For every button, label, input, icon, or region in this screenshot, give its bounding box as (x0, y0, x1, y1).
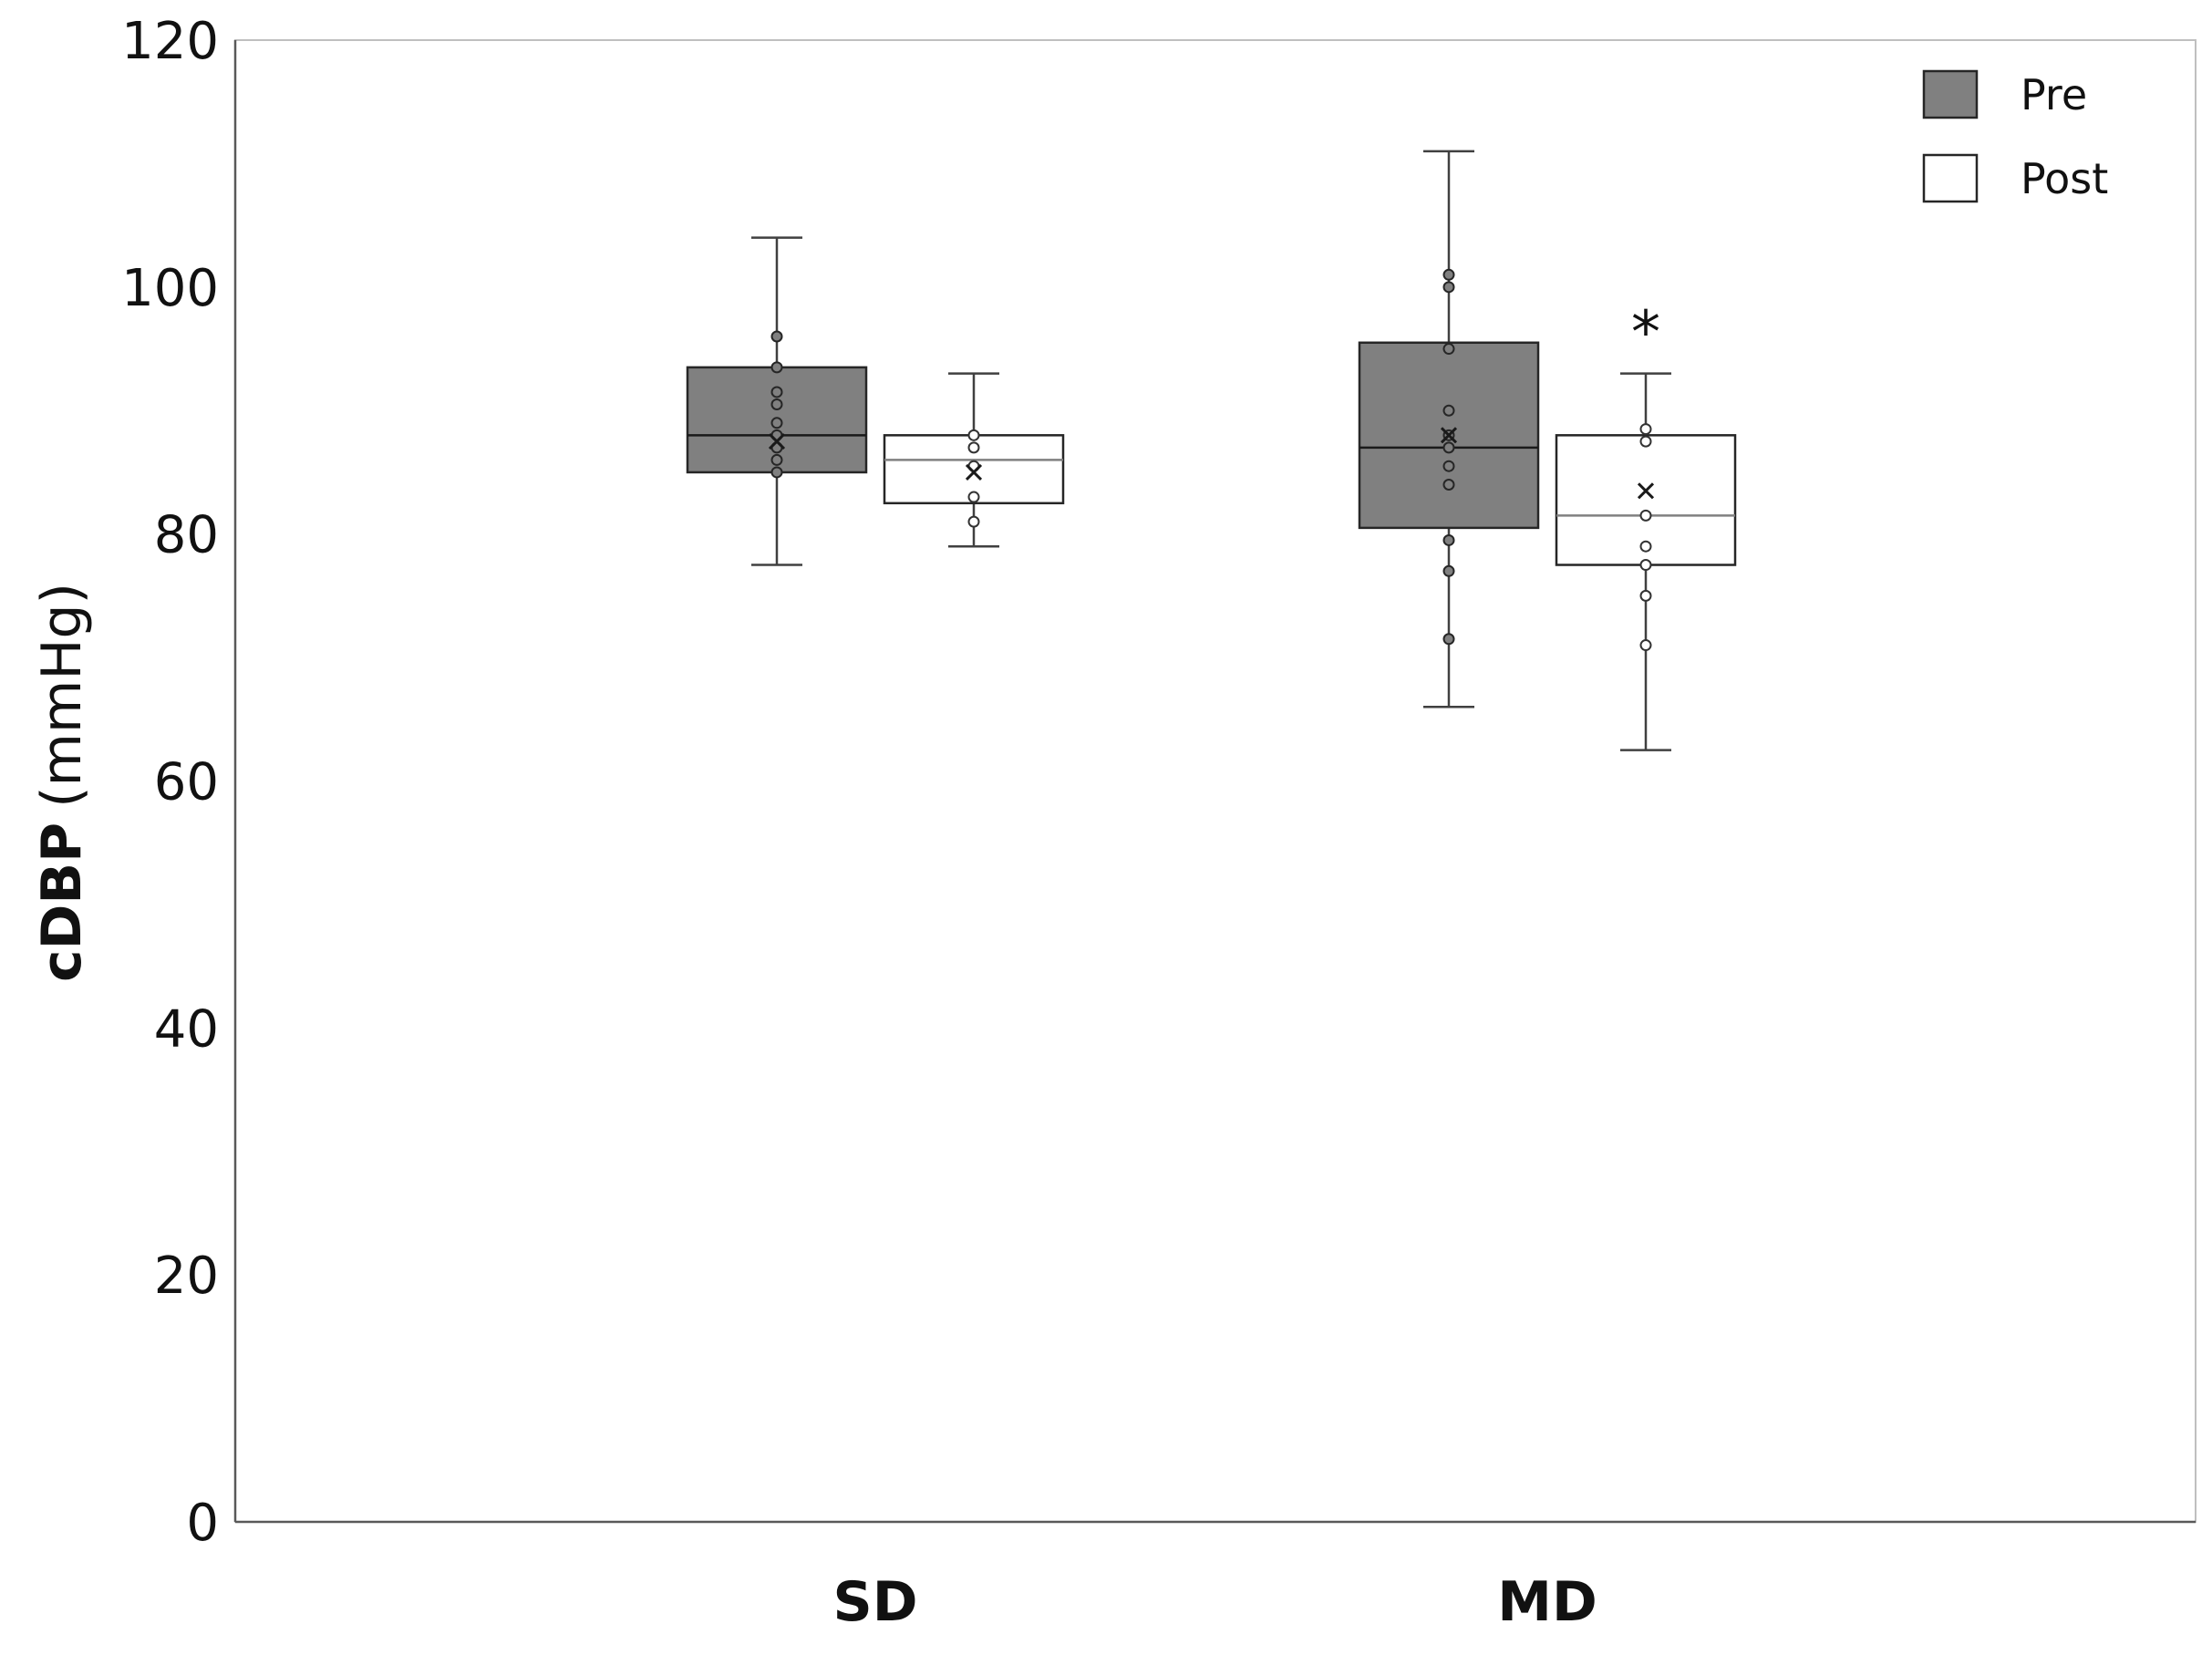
data-point (1639, 540, 1652, 553)
data-point (1442, 441, 1455, 454)
box-group-pre-md (1358, 150, 1540, 709)
data-point (1442, 343, 1455, 356)
data-point (967, 515, 980, 528)
y-tick-label: 0 (186, 1494, 219, 1553)
y-axis-title-unit: (mmHg) (30, 583, 94, 808)
y-tick-label: 120 (121, 12, 219, 71)
data-point (770, 453, 783, 466)
box-group-post-sd (883, 372, 1065, 548)
data-point (967, 491, 980, 503)
data-point (1639, 435, 1652, 448)
data-point (967, 441, 980, 454)
data-point (1442, 268, 1455, 281)
data-point (1442, 633, 1455, 646)
data-point (1442, 479, 1455, 491)
mean-marker (768, 433, 786, 450)
data-point (770, 417, 783, 429)
box-group-post-md (1555, 372, 1737, 751)
y-tick-label: 40 (154, 999, 219, 1059)
data-point (1442, 281, 1455, 294)
data-point (770, 330, 783, 343)
legend: Pre Post (1922, 69, 2108, 203)
data-point (1442, 564, 1455, 577)
data-point (770, 386, 783, 398)
data-point (1442, 460, 1455, 472)
data-point (1639, 589, 1652, 602)
y-tick-label: 100 (121, 259, 219, 318)
legend-label-pre: Pre (2021, 70, 2087, 119)
mean-marker (1440, 427, 1458, 444)
y-axis-ticks: 0 20 40 60 80 100 120 (121, 12, 219, 1553)
data-point (1639, 639, 1652, 652)
data-point (770, 398, 783, 410)
legend-swatch-pre (1922, 69, 1979, 119)
plot-area (234, 39, 2196, 1523)
box-groups (686, 150, 1737, 751)
legend-label-post: Post (2021, 154, 2108, 203)
y-tick-label: 20 (154, 1246, 219, 1306)
x-category-label: SD (832, 1570, 917, 1634)
x-axis-categories: SD MD (832, 1570, 1597, 1634)
y-axis-title: cDBP (mmHg) (30, 583, 94, 982)
annotations: * (1631, 300, 1660, 367)
x-category-label: MD (1497, 1570, 1597, 1634)
box-group-pre-sd (686, 236, 868, 566)
y-tick-label: 80 (154, 506, 219, 565)
significance-asterisk: * (1631, 300, 1660, 367)
data-point (1639, 559, 1652, 572)
legend-swatch-post (1922, 153, 1979, 203)
data-point (967, 429, 980, 441)
data-point (770, 466, 783, 479)
y-tick-label: 60 (154, 753, 219, 812)
data-point (1639, 423, 1652, 436)
data-point (770, 361, 783, 374)
mean-marker (1637, 482, 1655, 500)
mean-marker (965, 463, 983, 481)
data-point (1442, 533, 1455, 546)
y-axis-title-main: cDBP (30, 822, 94, 982)
data-point (1639, 509, 1652, 522)
data-point (1442, 404, 1455, 417)
